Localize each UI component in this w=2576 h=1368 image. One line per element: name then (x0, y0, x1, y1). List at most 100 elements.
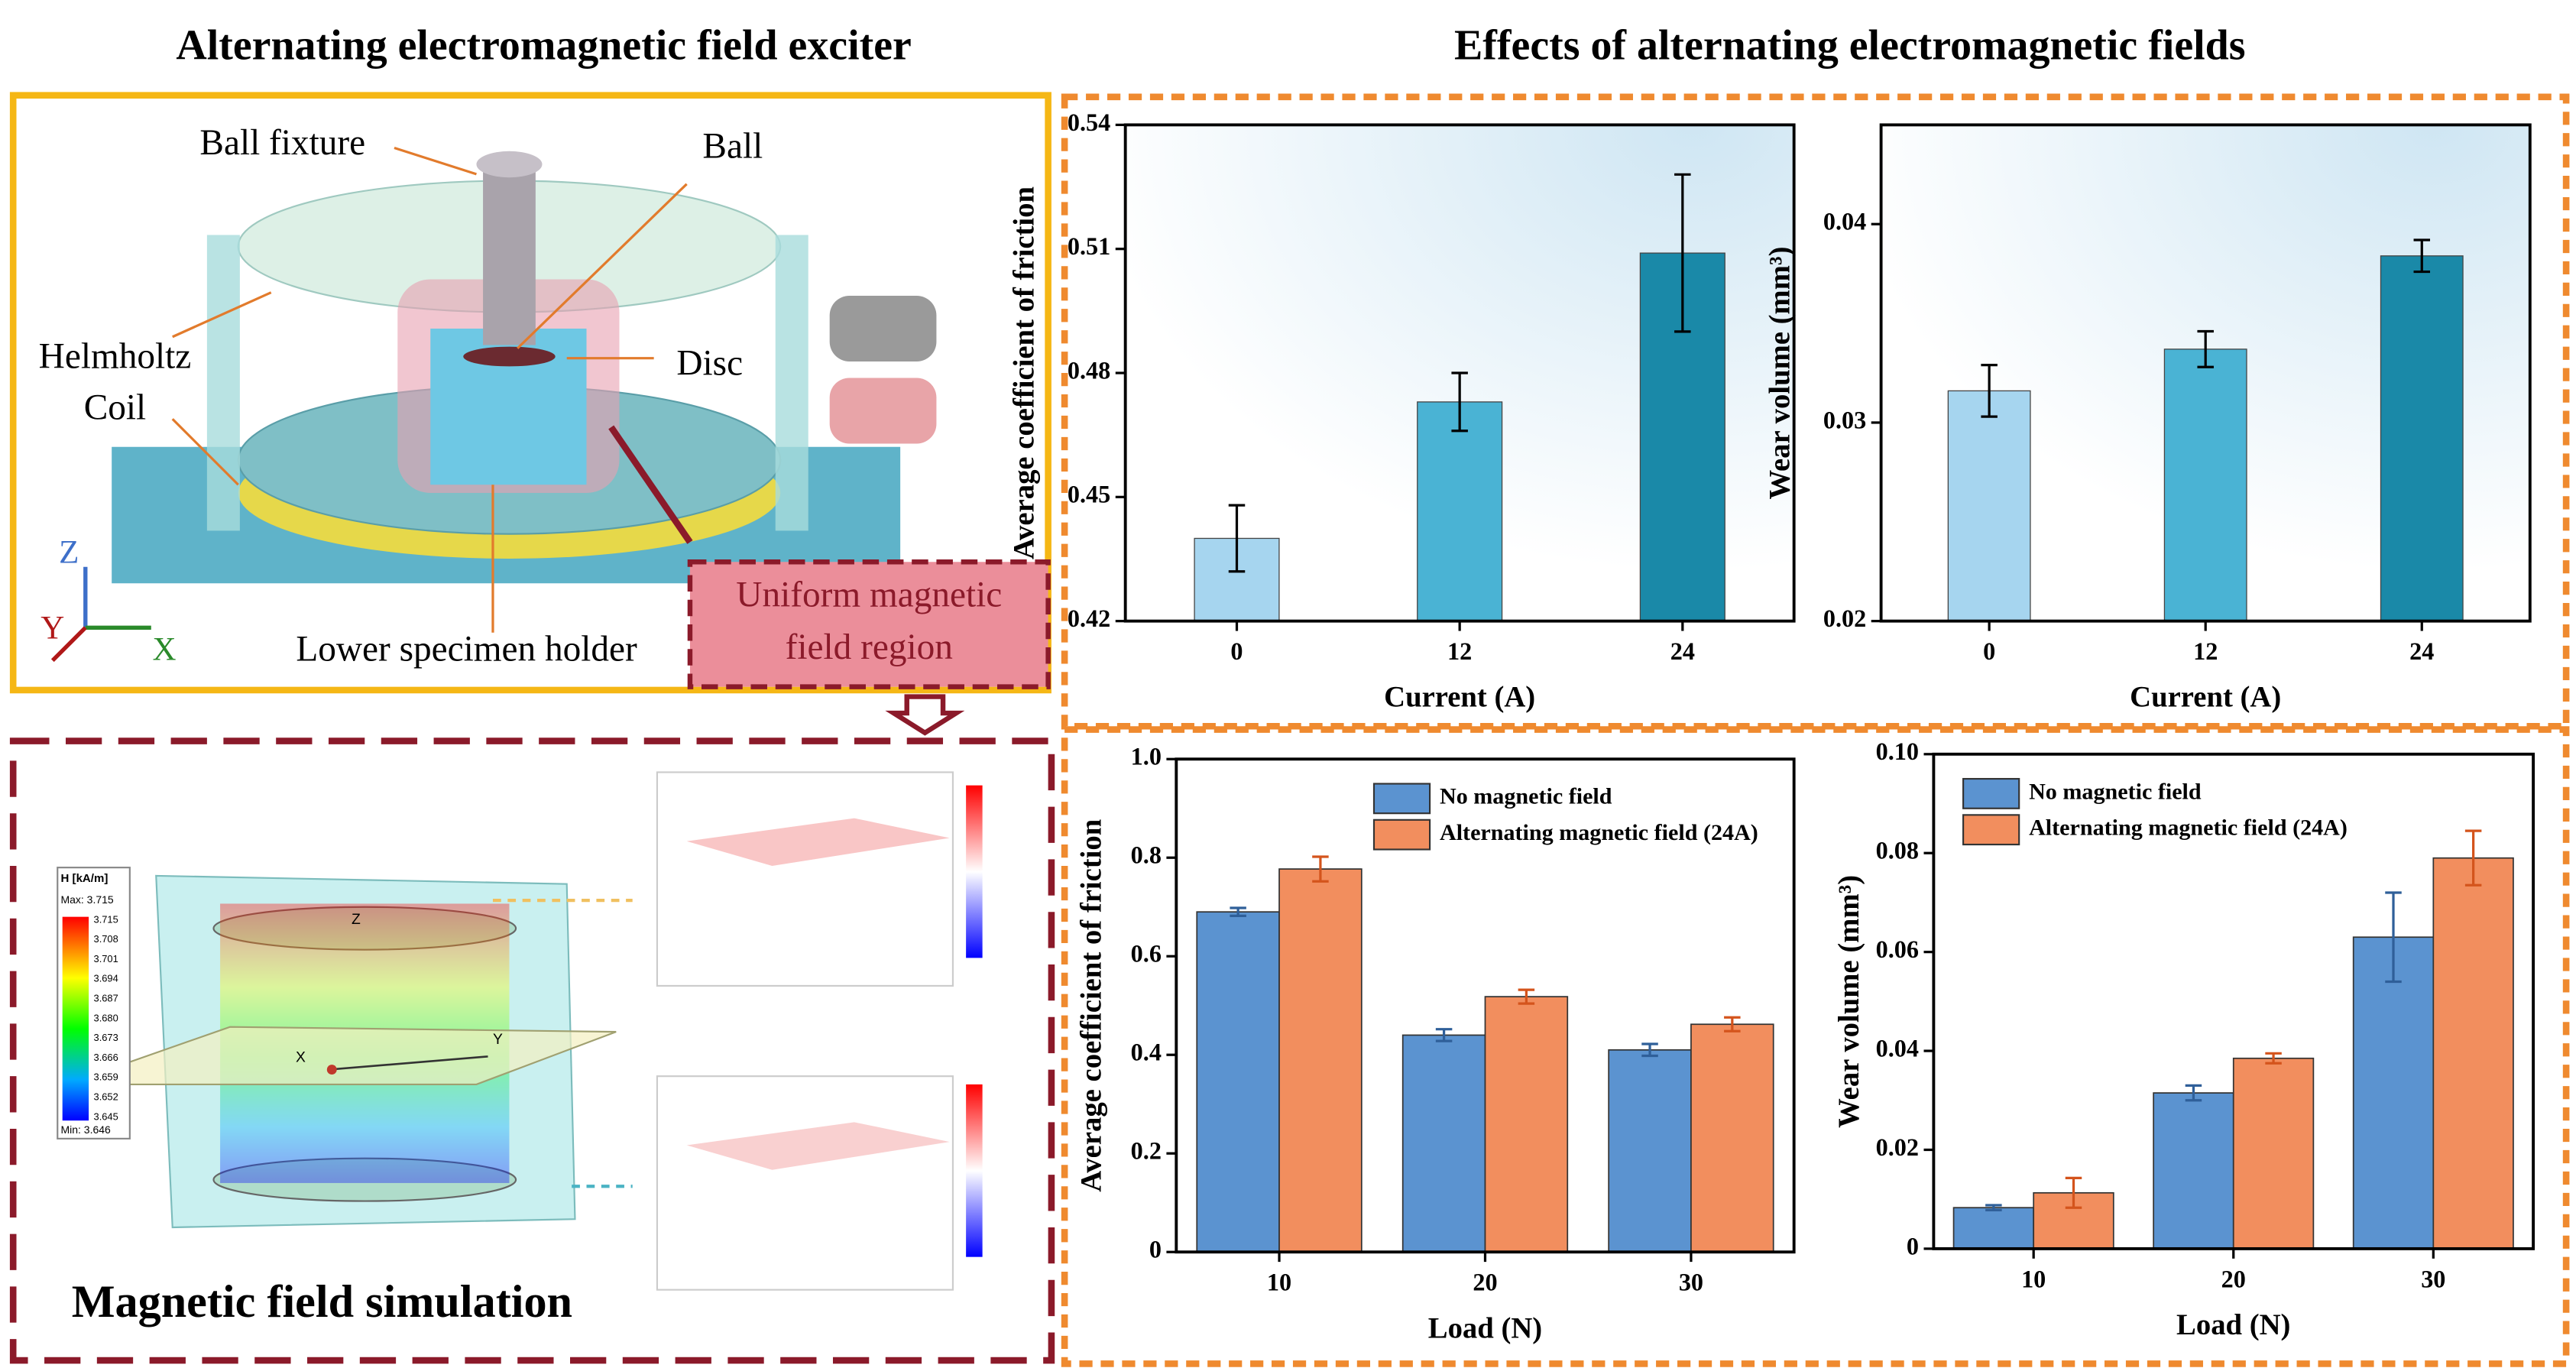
bar (1690, 1023, 1774, 1253)
y-tick-label: 0.51 (1068, 232, 1110, 260)
label: Helmholtz (39, 337, 192, 377)
y-tick-label: 0.42 (1068, 605, 1110, 632)
bar (1608, 1049, 1692, 1253)
panel-title: Magnetic field simulation (72, 1276, 572, 1327)
disc (463, 346, 556, 367)
y-tick-label: 0.04 (1823, 208, 1866, 235)
label: field region (786, 627, 953, 667)
x-tick-label: 30 (2421, 1265, 2445, 1292)
y-tick-label: 1.0 (1131, 743, 1162, 770)
y-tick-label: 0.4 (1131, 1039, 1162, 1066)
axis-label: Y (41, 610, 64, 646)
plot-frame (1175, 757, 1796, 1254)
x-axis-label: Load (N) (1428, 1312, 1542, 1344)
x-tick-label: 20 (1473, 1269, 1497, 1296)
axis-label: Y (493, 1031, 503, 1048)
bar (1417, 401, 1503, 622)
ball-fixture (476, 151, 543, 178)
simulation-frame (9, 737, 1055, 1364)
x-tick-label: 24 (1670, 637, 1695, 665)
x-tick-label: 0 (1230, 637, 1243, 665)
axis-line (328, 1055, 488, 1071)
legend-label: Alternating magnetic field (24A) (2029, 815, 2348, 841)
y-axis-label: Wear volume (mm³) (1833, 875, 1865, 1128)
y-tick-label: 0.10 (1876, 737, 1919, 765)
panel-title: Alternating electromagnetic field excite… (176, 21, 911, 69)
x-axis-label: Load (N) (2176, 1309, 2290, 1341)
region-box (687, 559, 1051, 689)
colorbar-label: 3.645 (94, 1110, 118, 1122)
y-tick-label: 0.54 (1068, 109, 1110, 136)
colorbar-label: 3.694 (94, 973, 118, 984)
simulation-drawing (57, 771, 983, 1291)
y-tick-label: 0 (1907, 1232, 1919, 1259)
bar (2232, 1057, 2315, 1250)
colorbar (966, 785, 983, 958)
bar (1947, 390, 2031, 622)
label: Lower specimen holder (296, 629, 637, 669)
bar (1952, 1207, 2035, 1250)
y-tick-label: 0.02 (1876, 1133, 1919, 1161)
y-tick-label: 0.06 (1876, 935, 1919, 963)
legend-swatch (1962, 814, 2020, 846)
bar (1196, 911, 1280, 1253)
colorbar-label: 3.687 (94, 993, 118, 1004)
y-tick-label: 0.6 (1131, 940, 1162, 968)
colorbar-label: 3.652 (94, 1091, 118, 1103)
y-tick-label: 0.03 (1823, 406, 1866, 433)
x-axis-label: Current (A) (2130, 682, 2281, 714)
legend-label: No magnetic field (1440, 783, 1612, 809)
label: Uniform magnetic (736, 575, 1002, 614)
colorbar-label: 3.680 (94, 1012, 118, 1023)
bar (2163, 348, 2247, 622)
y-tick-label: 0.04 (1876, 1034, 1919, 1062)
field-surface (686, 818, 950, 866)
plot3d (656, 1075, 954, 1291)
y-tick-label: 0.2 (1131, 1137, 1162, 1165)
colorbar-label: 3.666 (94, 1052, 118, 1063)
colorbar (62, 916, 89, 1121)
effects-frame (1061, 93, 2570, 730)
x-tick-label: 0 (1983, 637, 1995, 665)
colorbar-label: 3.659 (94, 1071, 118, 1083)
connector (829, 378, 937, 444)
plot-frame (1932, 752, 2535, 1250)
bar (1401, 1034, 1486, 1253)
y-tick-label: 0.02 (1823, 605, 1866, 632)
panel-title: Effects of alternating electromagnetic f… (1454, 21, 2245, 69)
plot-frame (1123, 123, 1796, 623)
x-tick-label: 24 (2409, 637, 2434, 665)
region-arrow (608, 425, 693, 544)
bar (1484, 996, 1569, 1253)
colorbar-label: 3.701 (94, 953, 118, 964)
colorbar-label: 3.715 (94, 913, 118, 925)
pillar (775, 235, 808, 531)
legend-label: No magnetic field (2029, 778, 2202, 804)
axis-label: Z (352, 911, 361, 928)
leader-lines (171, 146, 688, 633)
exciter-frame (9, 92, 1051, 694)
bar (1278, 868, 1363, 1253)
colorbar-label: 3.673 (94, 1032, 118, 1043)
exciter-drawing (50, 146, 937, 663)
bar (2153, 1092, 2234, 1250)
y-tick-label: 0 (1149, 1236, 1162, 1263)
colorbar-max: Max: 3.715 (61, 893, 114, 906)
ball-fixture (483, 164, 536, 345)
x-tick-label: 10 (2021, 1265, 2046, 1292)
x-tick-label: 30 (1679, 1269, 1703, 1296)
x-tick-label: 12 (2193, 637, 2218, 665)
x-tick-label: 10 (1267, 1269, 1291, 1296)
connector (829, 295, 937, 361)
legend-swatch (1962, 777, 2020, 809)
y-tick-label: 0.45 (1068, 481, 1110, 508)
colorbar-min: Min: 3.646 (61, 1123, 111, 1136)
pillar (206, 235, 240, 531)
effects-frame (1061, 726, 2570, 1367)
y-axis-label: Wear volume (mm³) (1764, 246, 1796, 499)
field-surface (686, 1122, 950, 1170)
label: Disc (676, 343, 743, 383)
plot3d (656, 771, 954, 987)
bar (2432, 857, 2514, 1250)
